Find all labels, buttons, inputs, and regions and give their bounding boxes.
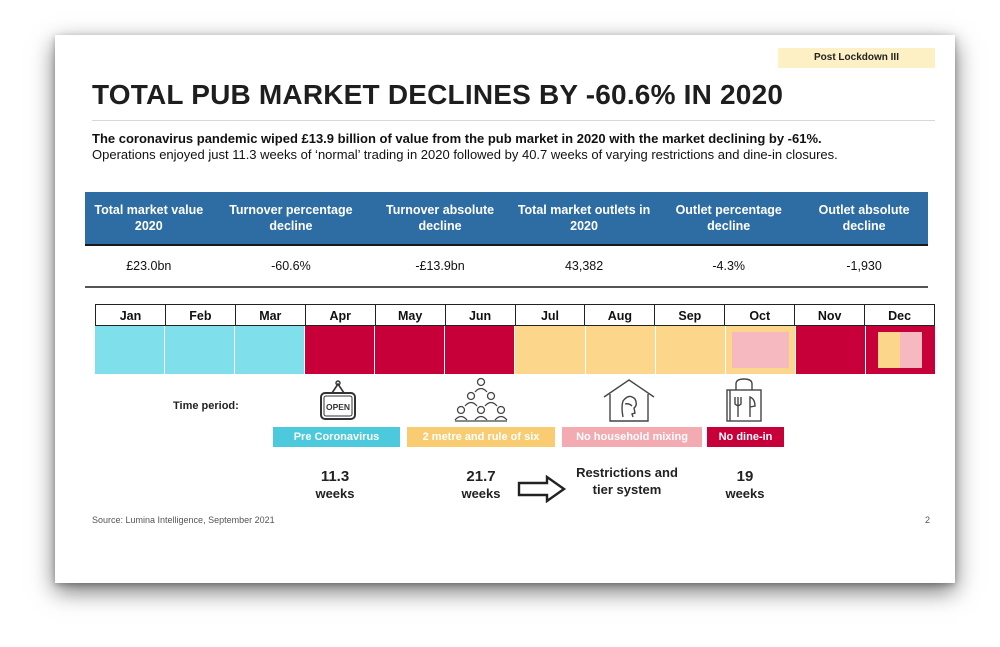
kpi-header: Total market value 2020 xyxy=(85,192,213,246)
tier-system-text: Restrictions and tier system xyxy=(562,464,692,498)
kpi-table: Total market value 2020 Turnover percent… xyxy=(85,192,928,288)
month-label: Nov xyxy=(795,304,866,326)
month-status-cell xyxy=(585,326,656,374)
month-label: Sep xyxy=(655,304,726,326)
house-person-icon xyxy=(603,379,655,422)
kpi-header: Outlet percentage decline xyxy=(657,192,801,246)
kpi-value-row: £23.0bn -60.6% -£13.9bn 43,382 -4.3% -1,… xyxy=(85,245,928,288)
month-status-row xyxy=(95,326,935,374)
closed-weeks-unit: weeks xyxy=(725,486,765,501)
month-label: Jan xyxy=(95,304,166,326)
people-group-icon xyxy=(454,377,508,422)
month-status-cell xyxy=(445,326,516,374)
legend-rule-of-six: 2 metre and rule of six xyxy=(407,427,555,447)
kpi-header-row: Total market value 2020 Turnover percent… xyxy=(85,192,928,246)
closed-weeks-value: 19 xyxy=(736,468,754,485)
month-label: Mar xyxy=(235,304,306,326)
kpi-header: Outlet absolute decline xyxy=(800,192,928,246)
month-label: Aug xyxy=(585,304,656,326)
kpi-value: £23.0bn xyxy=(85,245,213,288)
right-arrow-icon xyxy=(517,475,567,503)
open-sign-icon: OPEN xyxy=(320,380,356,420)
intro-text: The coronavirus pandemic wiped £13.9 bil… xyxy=(92,131,932,163)
kpi-value: -£13.9bn xyxy=(369,245,511,288)
month-label: Feb xyxy=(165,304,236,326)
month-status-cell xyxy=(235,326,306,374)
kpi-value: -1,930 xyxy=(800,245,928,288)
month-label: Jun xyxy=(445,304,516,326)
kpi-header: Turnover percentage decline xyxy=(212,192,370,246)
month-label: Jul xyxy=(515,304,586,326)
time-period-label: Time period: xyxy=(173,400,239,412)
tier-text-line-2: tier system xyxy=(592,482,662,497)
restrictions-weeks-value: 21.7 xyxy=(466,468,496,485)
month-status-cell xyxy=(515,326,586,374)
open-sign-text: OPEN xyxy=(326,402,350,412)
kpi-header: Total market outlets in 2020 xyxy=(510,192,658,246)
intro-normal-text: Operations enjoyed just 11.3 weeks of ‘n… xyxy=(92,147,838,162)
month-label: May xyxy=(375,304,446,326)
month-status-cell xyxy=(795,326,866,374)
title-divider xyxy=(92,120,935,121)
takeaway-bag-icon xyxy=(726,378,762,422)
month-status-cell xyxy=(655,326,726,374)
slide: Post Lockdown III TOTAL PUB MARKET DECLI… xyxy=(55,35,955,583)
legend-no-household-mixing: No household mixing xyxy=(562,427,702,447)
kpi-value: 43,382 xyxy=(510,245,658,288)
pre-weeks-value: 11.3 xyxy=(320,468,350,485)
month-label: Oct xyxy=(725,304,796,326)
month-status-cell xyxy=(95,326,166,374)
kpi-value: -4.3% xyxy=(657,245,801,288)
restrictions-weeks: 21.7 weeks xyxy=(441,468,521,502)
month-status-cell xyxy=(165,326,236,374)
no-household-mixing-segment xyxy=(899,332,922,368)
page-number: 2 xyxy=(924,515,930,525)
legend-no-dine-in: No dine-in xyxy=(707,427,784,447)
month-header-row: Jan Feb Mar Apr May Jun Jul Aug Sep Oct Nov Dec xyxy=(95,304,936,326)
pre-weeks-unit: weeks xyxy=(315,486,355,501)
tier-text-line-1: Restrictions and xyxy=(576,465,678,480)
kpi-value: -60.6% xyxy=(212,245,370,288)
month-label: Dec xyxy=(865,304,936,326)
restrictions-weeks-unit: weeks xyxy=(461,486,501,501)
legend-pre-coronavirus: Pre Coronavirus xyxy=(273,427,400,447)
month-status-cell xyxy=(865,326,935,374)
source-note: Source: Lumina Intelligence, September 2… xyxy=(92,515,275,525)
month-status-cell xyxy=(725,326,796,374)
pre-coronavirus-weeks: 11.3 weeks xyxy=(295,468,375,502)
rule-of-six-segment xyxy=(877,332,900,368)
month-status-cell xyxy=(375,326,446,374)
kpi-header: Turnover absolute decline xyxy=(369,192,511,246)
month-status-cell xyxy=(305,326,376,374)
post-lockdown-badge: Post Lockdown III xyxy=(778,48,935,68)
no-household-mixing-segment xyxy=(731,332,789,368)
intro-bold-text: The coronavirus pandemic wiped £13.9 bil… xyxy=(92,131,822,146)
page-title: TOTAL PUB MARKET DECLINES BY -60.6% IN 2… xyxy=(92,79,784,110)
month-timeline: Jan Feb Mar Apr May Jun Jul Aug Sep Oct Nov Dec xyxy=(95,304,936,374)
month-label: Apr xyxy=(305,304,376,326)
no-dine-in-weeks: 19 weeks xyxy=(705,468,785,502)
